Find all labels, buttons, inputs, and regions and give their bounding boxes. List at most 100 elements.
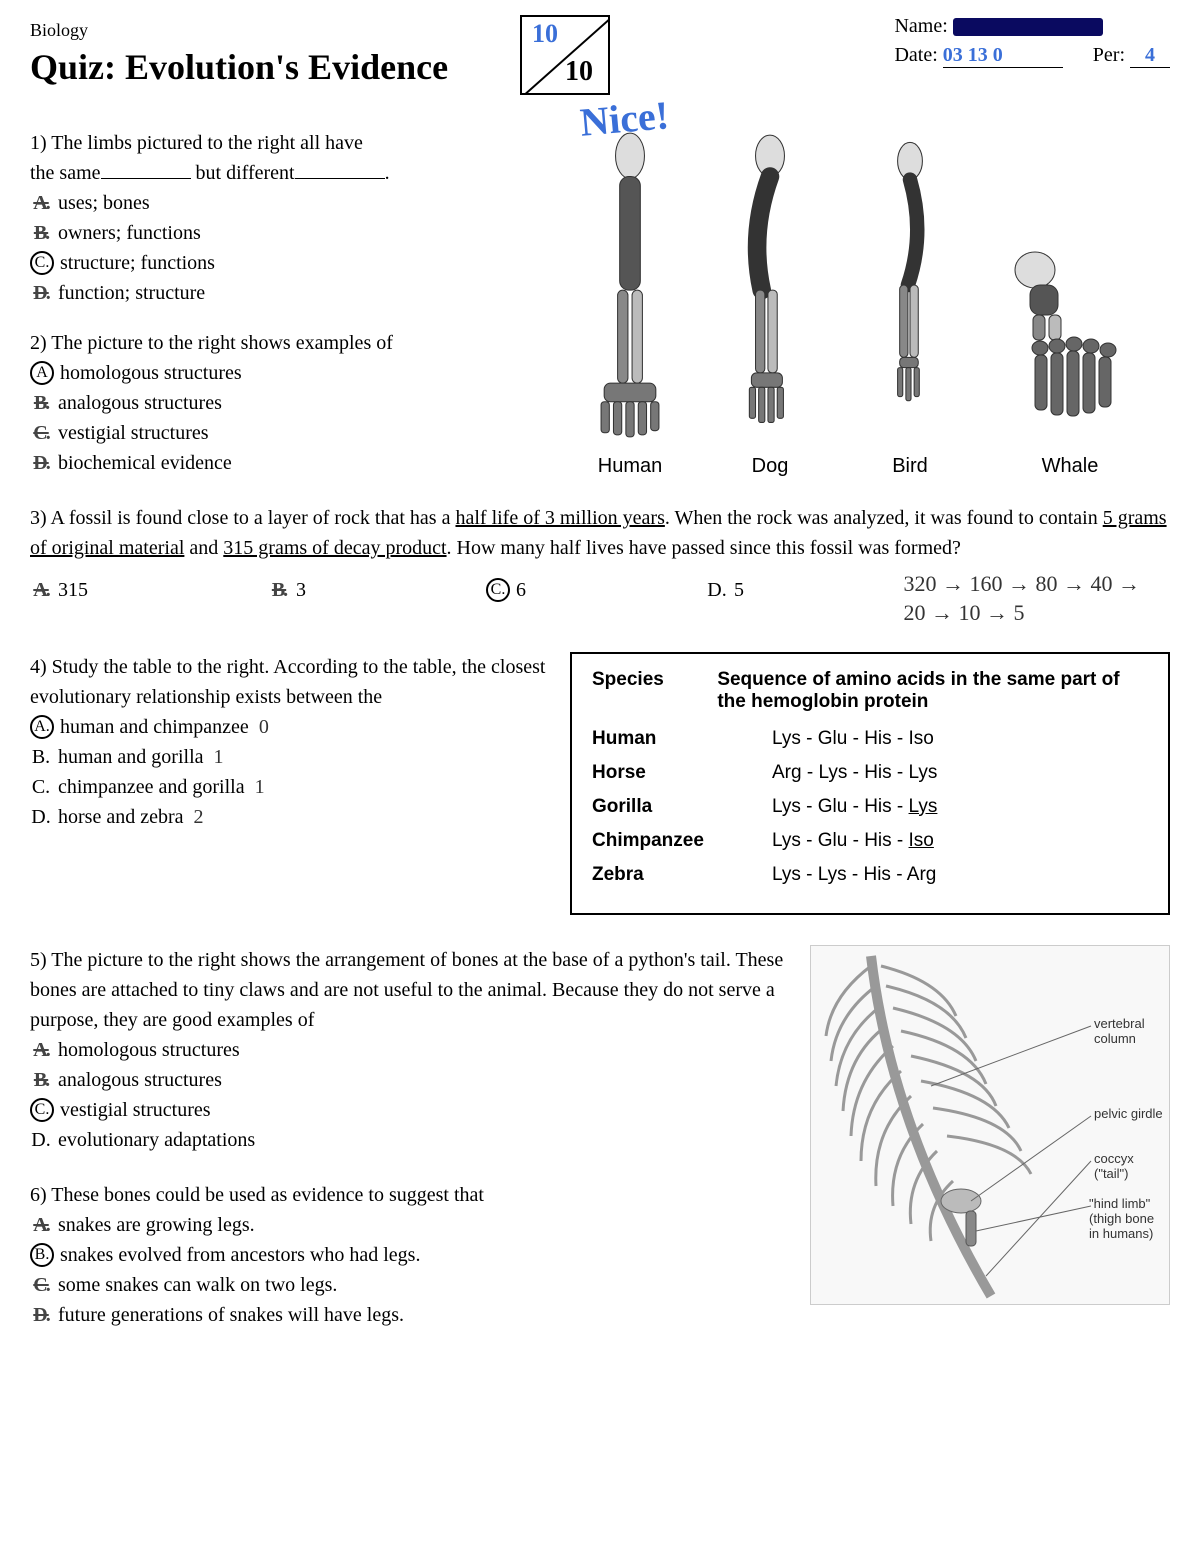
limb-label-whale: Whale [995, 455, 1145, 478]
q2-opt-a[interactable]: Ahomologous structures [30, 358, 550, 388]
q4-opt-c[interactable]: C.chimpanzee and gorilla1 [30, 772, 550, 802]
name-label: Name: [894, 15, 947, 37]
q1-opt-b[interactable]: B.owners; functions [30, 218, 550, 248]
python-skeleton-figure: vertebral column pelvic girdle coccyx ("… [810, 945, 1170, 1305]
seq-pre: Lys - Glu - His - [772, 830, 909, 851]
q6-opt-c-text: some snakes can walk on two legs. [58, 1270, 337, 1300]
mark-scribbled: D. [30, 278, 52, 308]
mark-circled: C. [30, 251, 54, 275]
q1-opt-d-text: function; structure [58, 278, 205, 308]
cell: Human [592, 728, 772, 750]
q1-opt-d[interactable]: D.function; structure [30, 278, 550, 308]
q2-opt-d-text: biochemical evidence [58, 448, 232, 478]
mark-scribbled: B. [268, 579, 290, 602]
seq-pre: Lys - Glu - His - [772, 796, 909, 817]
q3-stem: 3) A fossil is found close to a layer of… [30, 503, 1170, 563]
q4-opt-c-text: chimpanzee and gorilla [58, 772, 245, 802]
mark-scribbled: B. [30, 218, 52, 248]
q1-opt-c[interactable]: C.structure; functions [30, 248, 550, 278]
limb-whale [995, 240, 1145, 440]
q1-text-b: the same [30, 162, 101, 184]
table-row: ChimpanzeeLys - Glu - His - Iso [592, 830, 1148, 852]
q5-opt-a[interactable]: A.homologous structures [30, 1035, 790, 1065]
q3-b: . When the rock was analyzed, it was fou… [665, 507, 1103, 529]
amino-acid-table: Species Sequence of amino acids in the s… [570, 652, 1170, 915]
q2-opt-d[interactable]: D.biochemical evidence [30, 448, 550, 478]
python-svg [811, 946, 1171, 1306]
score-total: 10 [565, 56, 593, 88]
work-line2: 20 → 10 → 5 [904, 599, 1141, 628]
table-row: GorillaLys - Glu - His - Lys [592, 796, 1148, 818]
q3-opt-d-text: 5 [734, 579, 744, 602]
q3-d: . How many half lives have passed since … [447, 537, 961, 559]
opt-letter: D. [706, 579, 728, 602]
cell: Lys - Lys - His - Arg [772, 864, 936, 886]
q1-opt-a[interactable]: A.uses; bones [30, 188, 550, 218]
q5-opt-b[interactable]: B.analogous structures [30, 1065, 790, 1095]
cell: Lys - Glu - His - Lys [772, 796, 937, 818]
work-line1: 320 → 160 → 80 → 40 → [904, 570, 1141, 599]
q6-opt-b[interactable]: B.snakes evolved from ancestors who had … [30, 1240, 790, 1270]
cell: Chimpanzee [592, 830, 772, 852]
student-info: Name: Date: 03 13 0 Per: 4 [894, 15, 1170, 68]
cell: Lys - Glu - His - Iso [772, 830, 934, 852]
opt-letter: D. [30, 1125, 52, 1155]
q3-opt-b-text: 3 [296, 579, 306, 602]
q5-opt-d[interactable]: D.evolutionary adaptations [30, 1125, 790, 1155]
q4-opt-a[interactable]: A.human and chimpanzee0 [30, 712, 550, 742]
q4-opt-a-text: human and chimpanzee [60, 712, 249, 742]
q4-opt-b[interactable]: B.human and gorilla1 [30, 742, 550, 772]
mark-scribbled: A. [30, 188, 52, 218]
q5-stem: 5) The picture to the right shows the ar… [30, 945, 790, 1035]
q2-opt-a-text: homologous structures [60, 358, 242, 388]
figure-label-hindlimb: "hind limb" (thigh bone in humans) [1089, 1196, 1164, 1241]
q3-opt-c[interactable]: C.6 [486, 578, 526, 602]
score-earned: 10 [532, 19, 558, 49]
teacher-comment: Nice! [578, 91, 671, 146]
page-title: Quiz: Evolution's Evidence [30, 46, 448, 88]
q1-opt-a-text: uses; bones [58, 188, 150, 218]
mark-circled: B. [30, 1243, 54, 1267]
q6-opt-d-text: future generations of snakes will have l… [58, 1300, 404, 1330]
cell: Lys - Glu - His - Iso [772, 728, 934, 750]
q4-opt-d[interactable]: D.horse and zebra2 [30, 802, 550, 832]
q1-stem: 1) The limbs pictured to the right all h… [30, 128, 550, 188]
q3-opt-b[interactable]: B. 3 [268, 579, 306, 602]
mark-circled: A. [30, 715, 54, 739]
q6-opt-a[interactable]: A.snakes are growing legs. [30, 1210, 790, 1240]
mark-scribbled: B. [30, 388, 52, 418]
q2-stem: 2) The picture to the right shows exampl… [30, 328, 550, 358]
q4-opt-d-text: horse and zebra [58, 802, 184, 832]
q4-note-b: 1 [214, 742, 224, 772]
q6-opt-a-text: snakes are growing legs. [58, 1210, 255, 1240]
mark-scribbled: C. [30, 418, 52, 448]
mark-scribbled: A. [30, 579, 52, 602]
mark-scribbled: D. [30, 1300, 52, 1330]
limbs-figure: Human Dog [550, 128, 1170, 478]
table-row: HorseArg - Lys - His - Lys [592, 762, 1148, 784]
q5-opt-c-text: vestigial structures [60, 1095, 211, 1125]
q6-opt-d[interactable]: D.future generations of snakes will have… [30, 1300, 790, 1330]
q3-opt-a[interactable]: A.315 [30, 579, 88, 602]
blank [295, 178, 385, 179]
q5-opt-c[interactable]: C.vestigial structures [30, 1095, 790, 1125]
q3-opt-d[interactable]: D. 5 [706, 579, 744, 602]
subject-label: Biology [30, 20, 448, 41]
q2-opt-c[interactable]: C.vestigial structures [30, 418, 550, 448]
cell: Horse [592, 762, 772, 784]
q6-opt-c[interactable]: C.some snakes can walk on two legs. [30, 1270, 790, 1300]
cell: Zebra [592, 864, 772, 886]
table-row: HumanLys - Glu - His - Iso [592, 728, 1148, 750]
limb-human [575, 130, 685, 440]
q2-opt-b[interactable]: B.analogous structures [30, 388, 550, 418]
per-label: Per: [1093, 44, 1125, 66]
opt-letter: D. [30, 802, 52, 832]
cell: Arg - Lys - His - Lys [772, 762, 937, 784]
q3-ul3: 315 grams of decay product [223, 537, 446, 559]
q1-opt-b-text: owners; functions [58, 218, 201, 248]
limb-label-bird: Bird [855, 455, 965, 478]
q4-stem: 4) Study the table to the right. Accordi… [30, 652, 550, 712]
q5-opt-d-text: evolutionary adaptations [58, 1125, 255, 1155]
mark-circled: C. [486, 578, 510, 602]
mark-scribbled: B. [30, 1065, 52, 1095]
